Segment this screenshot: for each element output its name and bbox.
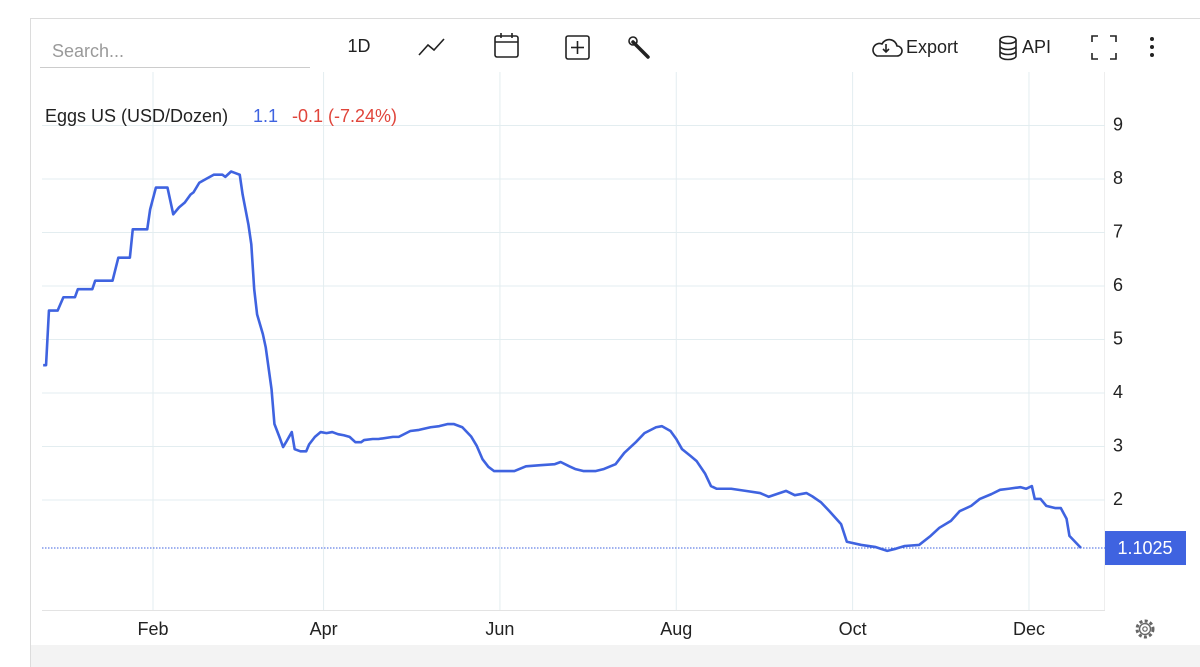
x-tick-label: Dec <box>1013 619 1045 639</box>
y-tick-label: 7 <box>1113 221 1123 241</box>
x-tick-label: Oct <box>839 619 867 639</box>
download-arrow <box>882 44 890 54</box>
gear-teeth <box>1135 619 1155 639</box>
y-tick-label: 9 <box>1113 114 1123 134</box>
add-icon[interactable] <box>565 35 590 60</box>
last-price-label: 1.1025 <box>1117 538 1172 558</box>
settings-icon[interactable] <box>1135 619 1155 639</box>
add-box <box>565 35 590 60</box>
dot <box>1150 45 1154 49</box>
api-button[interactable]: API <box>999 35 1051 61</box>
price-line <box>43 170 1082 553</box>
last-value: 1.1 <box>253 106 278 126</box>
chart-type-icon[interactable] <box>418 38 445 56</box>
frame <box>30 18 1200 667</box>
db-icon <box>999 40 1017 61</box>
more-menu[interactable] <box>1150 37 1154 57</box>
y-tick-label: 2 <box>1113 489 1123 509</box>
search-placeholder: Search... <box>52 41 124 61</box>
y-tick-label: 4 <box>1113 382 1123 402</box>
search-box[interactable]: Search... <box>40 41 310 68</box>
plot: 2 3 4 5 6 7 8 9 Feb Apr Jun Aug Oct Dec 1.1025 <box>42 72 1186 639</box>
last-price-tag <box>1105 531 1186 566</box>
change-value: -0.1 (-7.24%) <box>292 106 397 126</box>
footer-strip <box>31 645 1200 667</box>
x-tick-label: Aug <box>660 619 692 639</box>
y-tick-label: 6 <box>1113 275 1123 295</box>
y-tick-label: 8 <box>1113 168 1123 188</box>
gear-hole <box>1142 626 1148 632</box>
calendar-body <box>494 35 519 58</box>
dot <box>1150 53 1154 57</box>
series-name: Eggs US (USD/Dozen) <box>45 106 228 126</box>
x-tick-label: Jun <box>485 619 514 639</box>
api-label: API <box>1022 37 1051 57</box>
cloud-icon <box>872 38 903 57</box>
gear-body <box>1138 622 1152 636</box>
wrench-head <box>628 36 638 46</box>
interval-button[interactable]: 1D <box>347 36 370 56</box>
fullscreen-icon[interactable] <box>1091 35 1117 60</box>
wrench-icon[interactable] <box>628 36 650 59</box>
export-label: Export <box>906 37 958 57</box>
y-tick-label: 3 <box>1113 435 1123 455</box>
x-tick-label: Apr <box>310 619 338 639</box>
x-tick-label: Feb <box>137 619 168 639</box>
calendar-icon[interactable] <box>494 33 519 58</box>
y-tick-label: 5 <box>1113 328 1123 348</box>
export-button[interactable]: Export <box>872 37 958 57</box>
dot <box>1150 37 1154 41</box>
